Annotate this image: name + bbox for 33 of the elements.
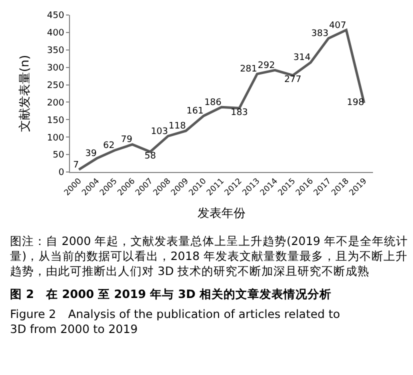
data-label: 383 <box>311 29 328 40</box>
y-tick-label: 0 <box>58 168 64 178</box>
y-tick-label: 250 <box>47 80 64 91</box>
data-label: 118 <box>168 122 186 132</box>
y-tick-label: 300 <box>47 63 64 74</box>
data-label: 281 <box>240 64 258 75</box>
y-tick-label: 150 <box>47 116 64 126</box>
y-tick-label: 400 <box>47 28 64 39</box>
y-tick-label: 100 <box>47 133 64 144</box>
data-label: 103 <box>150 126 168 137</box>
data-label: 186 <box>204 98 222 108</box>
data-label: 277 <box>284 75 302 86</box>
data-label: 79 <box>120 135 133 146</box>
line-series <box>78 28 366 171</box>
data-label: 39 <box>85 149 98 160</box>
data-label: 7 <box>73 160 79 170</box>
data-label: 314 <box>293 53 311 64</box>
y-axis-title: 文献发表量(n) <box>17 55 32 132</box>
data-label: 183 <box>230 108 248 118</box>
data-label: 198 <box>346 98 364 108</box>
caption: 图 2 在 2000 至 2019 年与 3D 相关的文章发表情况分析 <box>10 287 332 301</box>
y-tick-label: 450 <box>47 11 64 22</box>
data-label: 161 <box>186 106 204 117</box>
text: 图注：自 2000 年起，文献发表量总体上呈上升趋势(2019 年不是全年统计量)，从当前的数据可以看出，2018 年发表文献量数量最多，且为不断上升趋势，由此可推断出人们对 3D 技术的研究不断加深且研究不断成熟 <box>10 234 408 278</box>
y-tick-label: 200 <box>47 98 64 108</box>
data-label: 62 <box>103 141 115 152</box>
data-label: 292 <box>258 60 275 71</box>
y-tick-label: 50 <box>52 150 64 161</box>
caption: Figure 2 Analysis of the publication of articles related to 3D from 2000 to 2019 <box>10 307 340 336</box>
data-label: 58 <box>144 152 156 162</box>
data-label: 407 <box>329 20 346 31</box>
x-axis-title: 发表年份 <box>198 206 246 220</box>
y-tick-label: 350 <box>47 46 64 56</box>
